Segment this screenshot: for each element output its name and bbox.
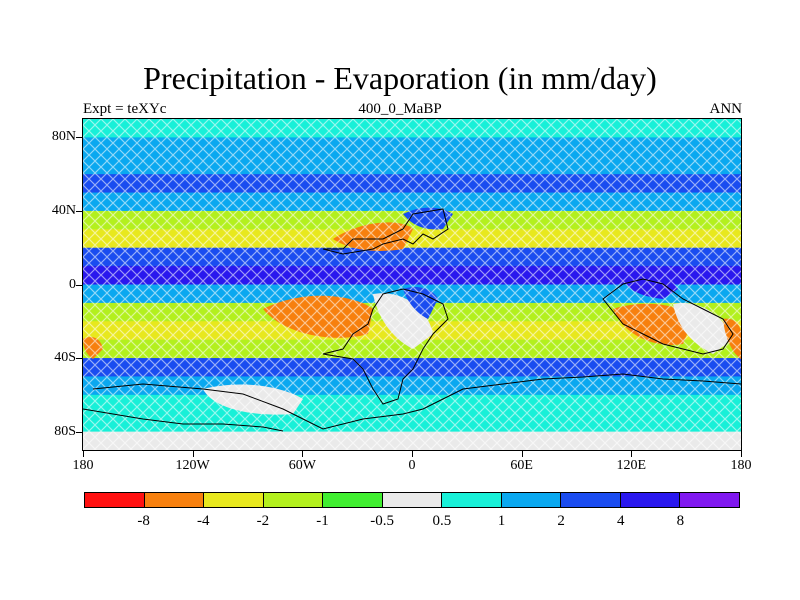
colorbar-tick-label: -2: [256, 513, 270, 529]
map-svg: [83, 119, 741, 450]
colorbar-swatch: [561, 493, 621, 507]
map-plot-area: [82, 118, 742, 451]
period-label: 400_0_MaBP: [358, 101, 442, 117]
coastline: [322, 288, 449, 405]
lat-tick-label: 40N: [51, 202, 76, 218]
chart-title: Precipitation - Evaporation (in mm/day): [143, 60, 657, 96]
lat-tick: [76, 284, 82, 286]
colorbar-tick-label: -1: [316, 513, 329, 529]
lon-tick: [83, 451, 84, 457]
lon-tick: [302, 451, 304, 457]
lat-tick: [76, 210, 82, 212]
colorbar-tick-label: -4: [197, 513, 210, 529]
lat-tick: [76, 431, 82, 433]
lon-tick-label: 180: [72, 458, 94, 473]
lat-tick-label: 0: [69, 276, 76, 292]
lon-tick: [741, 451, 742, 457]
experiment-label: Expt = teXYc: [83, 101, 167, 117]
coastlines: [83, 208, 741, 432]
colorbar-tick-label: -0.5: [370, 513, 395, 529]
colorbar-tick-label: 1: [497, 513, 506, 529]
lat-tick-label: 40S: [54, 350, 76, 366]
lat-tick-label: 80N: [51, 129, 76, 145]
colorbar-swatch: [85, 493, 145, 507]
lat-tick-label: 80S: [54, 423, 76, 439]
coastline: [602, 278, 734, 355]
colorbar-tick-label: 4: [616, 513, 625, 529]
lon-tick: [521, 451, 523, 457]
colorbar-tick-label: 8: [676, 513, 685, 529]
lon-tick-label: 0: [408, 458, 416, 473]
colorbar-swatch: [144, 493, 205, 507]
coastline: [92, 373, 741, 430]
lon-tick: [631, 451, 633, 457]
lon-tick-label: 120W: [175, 458, 210, 473]
colorbar-swatch: [680, 493, 740, 507]
lon-tick-label: 180: [730, 458, 752, 473]
lat-tick: [76, 358, 82, 360]
significance-hatching: [83, 119, 741, 450]
colorbar-tick-label: 2: [557, 513, 565, 529]
coastline: [83, 408, 284, 432]
colorbar: [84, 492, 740, 508]
lon-tick: [192, 451, 194, 457]
colorbar-swatch: [501, 493, 562, 507]
colorbar-swatch: [263, 493, 324, 507]
colorbar-swatch: [620, 493, 681, 507]
lon-tick-label: 60E: [510, 458, 533, 473]
lat-tick: [76, 137, 82, 139]
colorbar-tick-label: 0.5: [432, 513, 452, 529]
lon-tick: [412, 451, 413, 457]
colorbar-swatch: [442, 493, 502, 507]
coastline: [322, 208, 449, 255]
colorbar-tick-label: -8: [137, 513, 150, 529]
colorbar-swatch: [204, 493, 264, 507]
season-label: ANN: [709, 101, 743, 117]
lon-tick-label: 60W: [288, 458, 316, 473]
colorbar-swatch: [323, 493, 383, 507]
lon-tick-label: 120E: [616, 458, 647, 473]
colorbar-swatch: [382, 493, 443, 507]
